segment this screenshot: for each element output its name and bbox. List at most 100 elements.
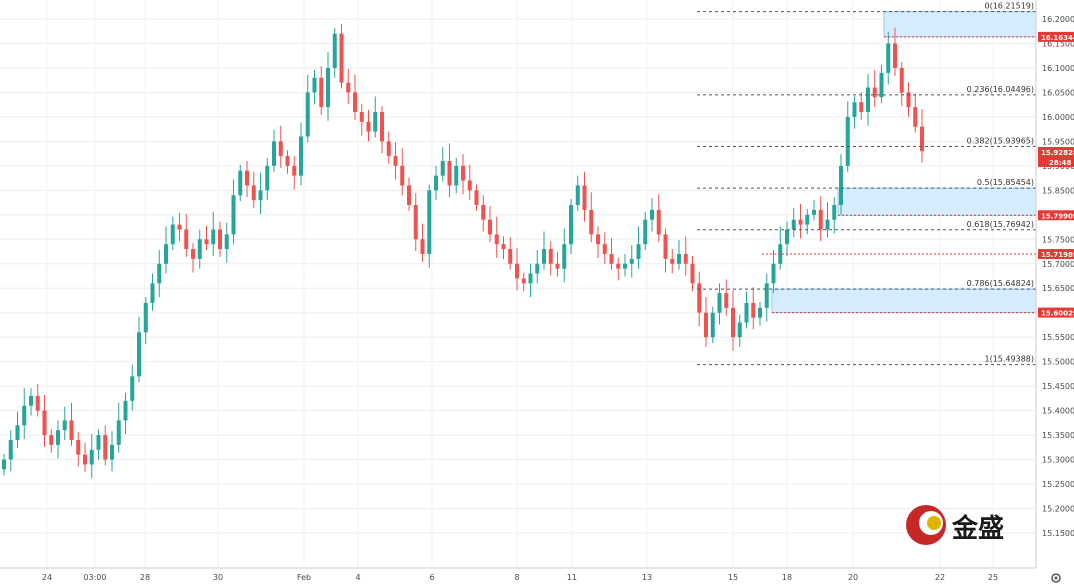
candle-body [96,435,101,450]
candle-body [150,283,155,303]
candle-body [629,258,634,264]
y-tick-label: 16.05000 [1042,88,1074,97]
x-tick-label: 20 [848,573,858,582]
candle-body [204,239,209,245]
x-tick-label: 8 [514,573,519,582]
candle-body [548,249,553,264]
candle-body [785,229,789,245]
price-zone[interactable] [837,187,1037,216]
candle-body [69,420,74,440]
candle-body [245,170,249,186]
time-axis[interactable]: 24 03:00 28 30 Feb 4 6 8 11 13 15 18 20 22 25 [42,573,998,582]
candle-body [542,249,546,264]
candle-body [42,410,47,436]
candle-body [913,107,918,127]
candle-body [656,209,661,235]
price-tag [1038,210,1074,221]
candle-body [116,420,121,445]
candle-body [582,185,587,210]
candle-body [650,209,654,220]
fib-level-label: 0.236(16.04496) [967,85,1034,94]
candle-body [751,302,756,318]
candle-body [677,253,681,264]
settings-gear-icon[interactable] [1051,573,1061,583]
candle-body [8,439,13,460]
x-tick-label: 13 [642,573,652,582]
candle-body [690,263,695,284]
candle-body [454,165,459,186]
candle-body [562,244,567,269]
fib-level-label: 0.786(15.64824) [967,279,1034,288]
candle-body [764,283,769,308]
candle-body [332,33,337,68]
candle-body [710,312,715,338]
price-tag-label: 16.16344 [1041,34,1074,42]
candle-body [602,244,607,254]
candle-body [197,239,202,259]
candle-body [683,253,688,264]
price-zone[interactable] [883,11,1037,38]
price-tag-countdown: 28:48 [1049,159,1071,167]
y-tick-label: 15.50000 [1042,358,1074,367]
x-tick-label: 22 [935,573,945,582]
x-tick-label: Feb [297,573,311,582]
price-tag [1038,31,1074,42]
candle-body [15,425,20,440]
price-tag-label: 15.60029 [1041,310,1074,318]
price-zone[interactable] [771,288,1037,314]
candle-body [521,278,526,284]
candle-body [461,165,465,181]
candle-body [211,229,216,245]
logo-coin-icon [927,516,941,530]
candle-body [825,219,830,230]
candle-body [481,205,486,220]
fib-level-label: 1(15.49388) [984,355,1034,364]
y-tick-label: 15.20000 [1042,505,1074,514]
candle-body [137,332,141,377]
candle-body [413,205,418,240]
candle-body [319,77,324,108]
y-tick-label: 15.15000 [1042,529,1074,538]
candle-body [346,82,351,93]
watermark-logo: 金盛 [906,505,1004,545]
candle-body [535,263,540,274]
candle-body [272,141,276,166]
fib-level-label: 0.618(15.76942) [967,220,1034,229]
candle-body [258,190,263,201]
candle-body [866,87,870,113]
candle-body [130,376,135,401]
candle-body [771,263,776,284]
x-tick-label: 15 [728,573,738,582]
candle-body [359,112,364,122]
candle-body [494,234,499,245]
candle-body [845,116,850,166]
candle-body [575,185,580,206]
y-tick-label: 15.25000 [1042,480,1074,489]
candle-body [56,430,60,445]
candle-body [339,33,344,83]
fibonacci-retracement[interactable]: 0(16.21519) 0.236(16.04496) 0.382(15.93965… [697,2,1036,366]
candle-body [265,165,270,191]
candle-body [157,263,162,284]
candle-body [805,214,810,225]
candle-body [238,170,243,196]
candle-body [555,263,560,269]
y-tick-label: 15.40000 [1042,407,1074,416]
candle-body [305,92,310,137]
candle-body [744,302,749,323]
candle-body [758,307,762,318]
horizontal-levels[interactable] [762,36,1036,314]
candle-body [589,209,594,235]
candle-body [872,87,877,98]
y-tick-label: 15.45000 [1042,382,1074,391]
price-tags: 16.1634415.9282828:4815.7990915.7198915.… [1038,31,1074,318]
candle-body [231,195,236,235]
candle-body [852,102,857,117]
x-tick-label: 30 [213,573,223,582]
candle-body [76,439,81,455]
candle-body [447,160,452,186]
x-tick-label: 24 [42,573,52,582]
candle-body [103,435,108,460]
candle-body [832,205,837,220]
